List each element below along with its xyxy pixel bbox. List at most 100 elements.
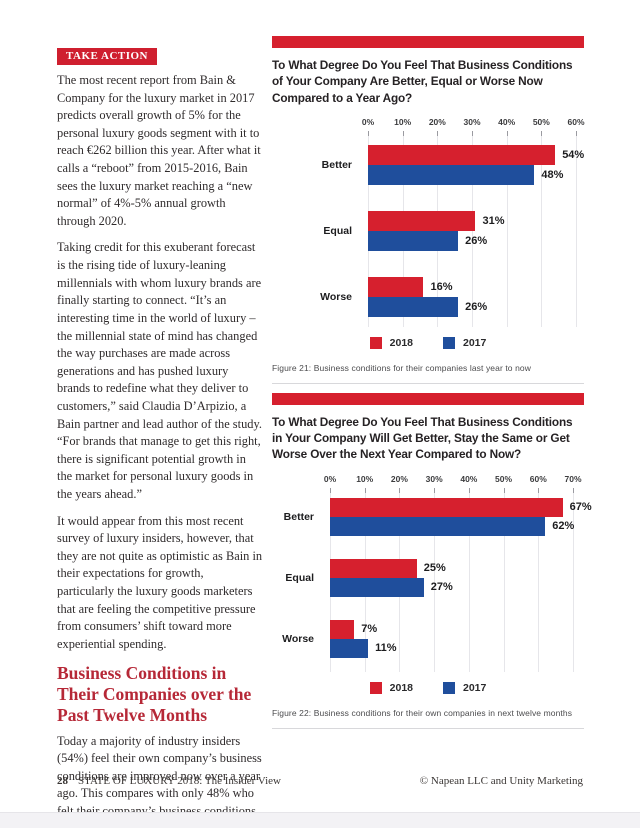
chart-title: To What Degree Do You Feel That Business… [272, 414, 573, 462]
axis-tick-label: 10% [394, 116, 412, 127]
category-label: Worse [282, 632, 314, 645]
bar-2018-worse [330, 619, 355, 639]
bar-row: 26% [368, 230, 487, 251]
gridline [506, 130, 508, 327]
bar-2017-worse [330, 638, 369, 658]
gridline [541, 130, 543, 327]
axis-tick-label: 40% [460, 473, 478, 484]
bar-value-label: 7% [361, 622, 378, 635]
legend-label: 2017 [463, 336, 487, 349]
legend-item-2017: 2017 [443, 681, 487, 694]
gridline [468, 487, 470, 672]
bar-value-label: 48% [541, 168, 564, 181]
axis-tick-label: 50% [495, 473, 513, 484]
legend-swatch [369, 681, 382, 694]
tick-mark [330, 487, 331, 493]
bar-value-label: 26% [465, 234, 488, 247]
tick-mark [506, 130, 508, 136]
paragraph: It would appear from this most recent su… [57, 513, 263, 651]
bar-row: 7% [330, 619, 377, 639]
category-label: Equal [323, 224, 352, 237]
bar-value-label: 62% [552, 519, 575, 532]
bar-2018-equal [368, 210, 476, 231]
bar-2017-better [330, 516, 546, 536]
article-column: TAKE ACTION The most recent report from … [57, 46, 263, 828]
bar-value-label: 11% [375, 641, 397, 654]
legend-item-2018: 2018 [369, 681, 413, 694]
tick-mark [538, 487, 540, 493]
axis-tick-label: 60% [529, 473, 547, 484]
panel-divider [272, 727, 584, 729]
bar-value-label: 27% [430, 580, 453, 593]
take-action-badge: TAKE ACTION [57, 48, 158, 65]
bar-value-label: 26% [465, 300, 488, 313]
gridline [576, 130, 577, 327]
axis-tick-label: 0% [361, 116, 375, 127]
axis-tick-label: 40% [498, 116, 516, 127]
page-number: 28 [57, 775, 68, 787]
bar-group-better: Better 54% 48% [322, 144, 584, 185]
axis-tick-label: 20% [390, 473, 408, 484]
chart-header-bar [272, 392, 584, 405]
bar-row: 54% [368, 144, 584, 165]
footer-report-title: STATE OF LUXURY 2018: The Insider View [78, 775, 281, 787]
legend-swatch [443, 336, 455, 349]
category-label: Worse [320, 290, 352, 303]
panel-divider [272, 382, 584, 384]
bar-value-label: 31% [482, 214, 505, 227]
axis-tick-label: 50% [532, 116, 550, 127]
tick-mark [573, 487, 574, 493]
bar-2018-equal [330, 558, 417, 578]
axis-tick-label: 20% [428, 116, 446, 127]
chart-panel-figure-22: To What Degree Do You Feel That Business… [272, 392, 592, 729]
charts-column: To What Degree Do You Feel That Business… [272, 36, 592, 729]
bar-row: 48% [368, 164, 563, 185]
chart-legend: 2018 2017 [272, 681, 584, 694]
tick-mark [368, 130, 369, 136]
gridline [538, 487, 540, 672]
tick-mark [503, 487, 505, 493]
bar-row: 11% [330, 638, 397, 658]
chart-header-bar [272, 36, 584, 48]
bar-chart-figure-21: 0% 10% 20% 30% 40% 50% 60% Better 54% 48% Equal 31%… [272, 116, 585, 349]
bar-row: 31% [368, 210, 504, 231]
section-heading: Business Conditions in Their Companies o… [57, 662, 252, 725]
chart-legend: 2018 2017 [272, 336, 584, 349]
bar-value-label: 16% [430, 280, 453, 293]
tick-mark [364, 487, 366, 493]
category-label: Better [321, 158, 352, 171]
bar-row: 67% [330, 497, 592, 517]
bar-row: 27% [330, 577, 453, 597]
chart-panel-figure-21: To What Degree Do You Feel That Business… [272, 36, 585, 384]
tick-mark [399, 487, 401, 493]
tick-mark [437, 130, 439, 136]
bar-2017-equal [368, 230, 459, 251]
tick-mark [472, 130, 473, 136]
gridline [573, 487, 574, 672]
chart-title: To What Degree Do You Feel That Business… [272, 58, 573, 105]
axis-tick-label: 30% [425, 473, 443, 484]
bar-group-worse: Worse 16% 26% [320, 276, 487, 317]
gridline [503, 487, 505, 672]
bar-2018-better [368, 144, 556, 165]
legend-label: 2018 [389, 336, 413, 349]
bar-row: 26% [368, 296, 487, 317]
figure-caption: Figure 21: Business conditions for their… [272, 362, 531, 373]
tick-mark [434, 487, 436, 493]
gridline [434, 487, 436, 672]
x-axis: 0% 10% 20% 30% 40% 50% 60% 70% [272, 474, 584, 488]
legend-label: 2017 [463, 681, 487, 694]
x-axis: 0% 10% 20% 30% 40% 50% 60% [272, 116, 585, 131]
category-label: Better [283, 510, 314, 523]
axis-tick-label: 60% [567, 116, 585, 127]
tick-mark [468, 487, 470, 493]
bar-value-label: 67% [569, 500, 592, 513]
bar-value-label: 25% [423, 561, 446, 574]
bar-row: 62% [330, 516, 574, 536]
plot-area: Better 67% 62% Equal 25% 27% Worse 7% 11% [282, 487, 592, 672]
tick-mark [576, 130, 577, 136]
page-edge-strip [0, 812, 640, 828]
paragraph: The most recent report from Bain & Compa… [57, 73, 261, 228]
legend-swatch [369, 336, 382, 349]
